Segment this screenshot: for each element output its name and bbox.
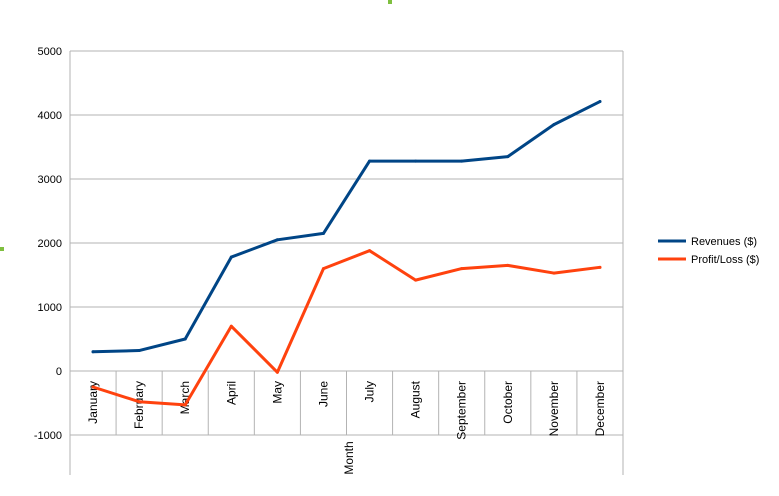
data-point [183,337,187,341]
x-axis-title: Month [342,441,356,474]
data-point [321,267,325,271]
data-point [552,123,556,127]
data-point [275,238,279,242]
data-point [321,231,325,235]
data-point [183,403,187,407]
x-tick-label: July [363,381,377,402]
data-point [414,159,418,163]
chart-grid [69,50,624,475]
y-tick-label: 5000 [38,46,62,58]
data-point [137,349,141,353]
data-point [506,155,510,159]
data-point [506,263,510,267]
data-point [598,100,602,104]
data-point [229,255,233,259]
data-point [91,385,95,389]
y-tick-label: 3000 [38,174,62,186]
data-point [414,278,418,282]
data-point [368,249,372,253]
x-tick-label: January [86,381,100,424]
y-tick-label: 0 [56,366,62,378]
x-tick-label: April [224,381,238,405]
x-tick-label: September [455,381,469,440]
chart-series [91,100,602,407]
x-axis-tick-labels: January February March April May June July Augu… [86,380,607,439]
legend-label: Revenues ($) [691,236,757,248]
data-point [460,267,464,271]
series-line-1 [91,100,602,354]
x-tick-label: October [501,381,515,424]
x-tick-label: December [593,381,607,436]
y-tick-label: -1000 [34,430,62,442]
y-tick-label: 1000 [38,302,62,314]
legend-label: Profit/Loss ($) [691,254,759,266]
data-point [275,370,279,374]
data-point [552,271,556,275]
data-point [598,265,602,269]
y-tick-label: 2000 [38,238,62,250]
selection-handle-left[interactable] [0,247,4,251]
series-line-2 [91,249,602,407]
legend: Revenues ($) Profit/Loss ($) [658,236,759,266]
x-tick-label: June [316,381,330,407]
data-point [460,159,464,163]
data-point [229,324,233,328]
x-tick-label: August [409,380,423,418]
data-point [137,400,141,404]
selection-handle-top[interactable] [388,0,392,4]
data-point [91,350,95,354]
x-tick-label: November [547,381,561,436]
x-tick-label: February [132,381,146,429]
data-point [368,159,372,163]
x-tick-label: May [270,381,284,404]
y-axis-tick-labels: 5000 4000 3000 2000 1000 0 -1000 [34,46,62,442]
y-tick-label: 4000 [38,110,62,122]
